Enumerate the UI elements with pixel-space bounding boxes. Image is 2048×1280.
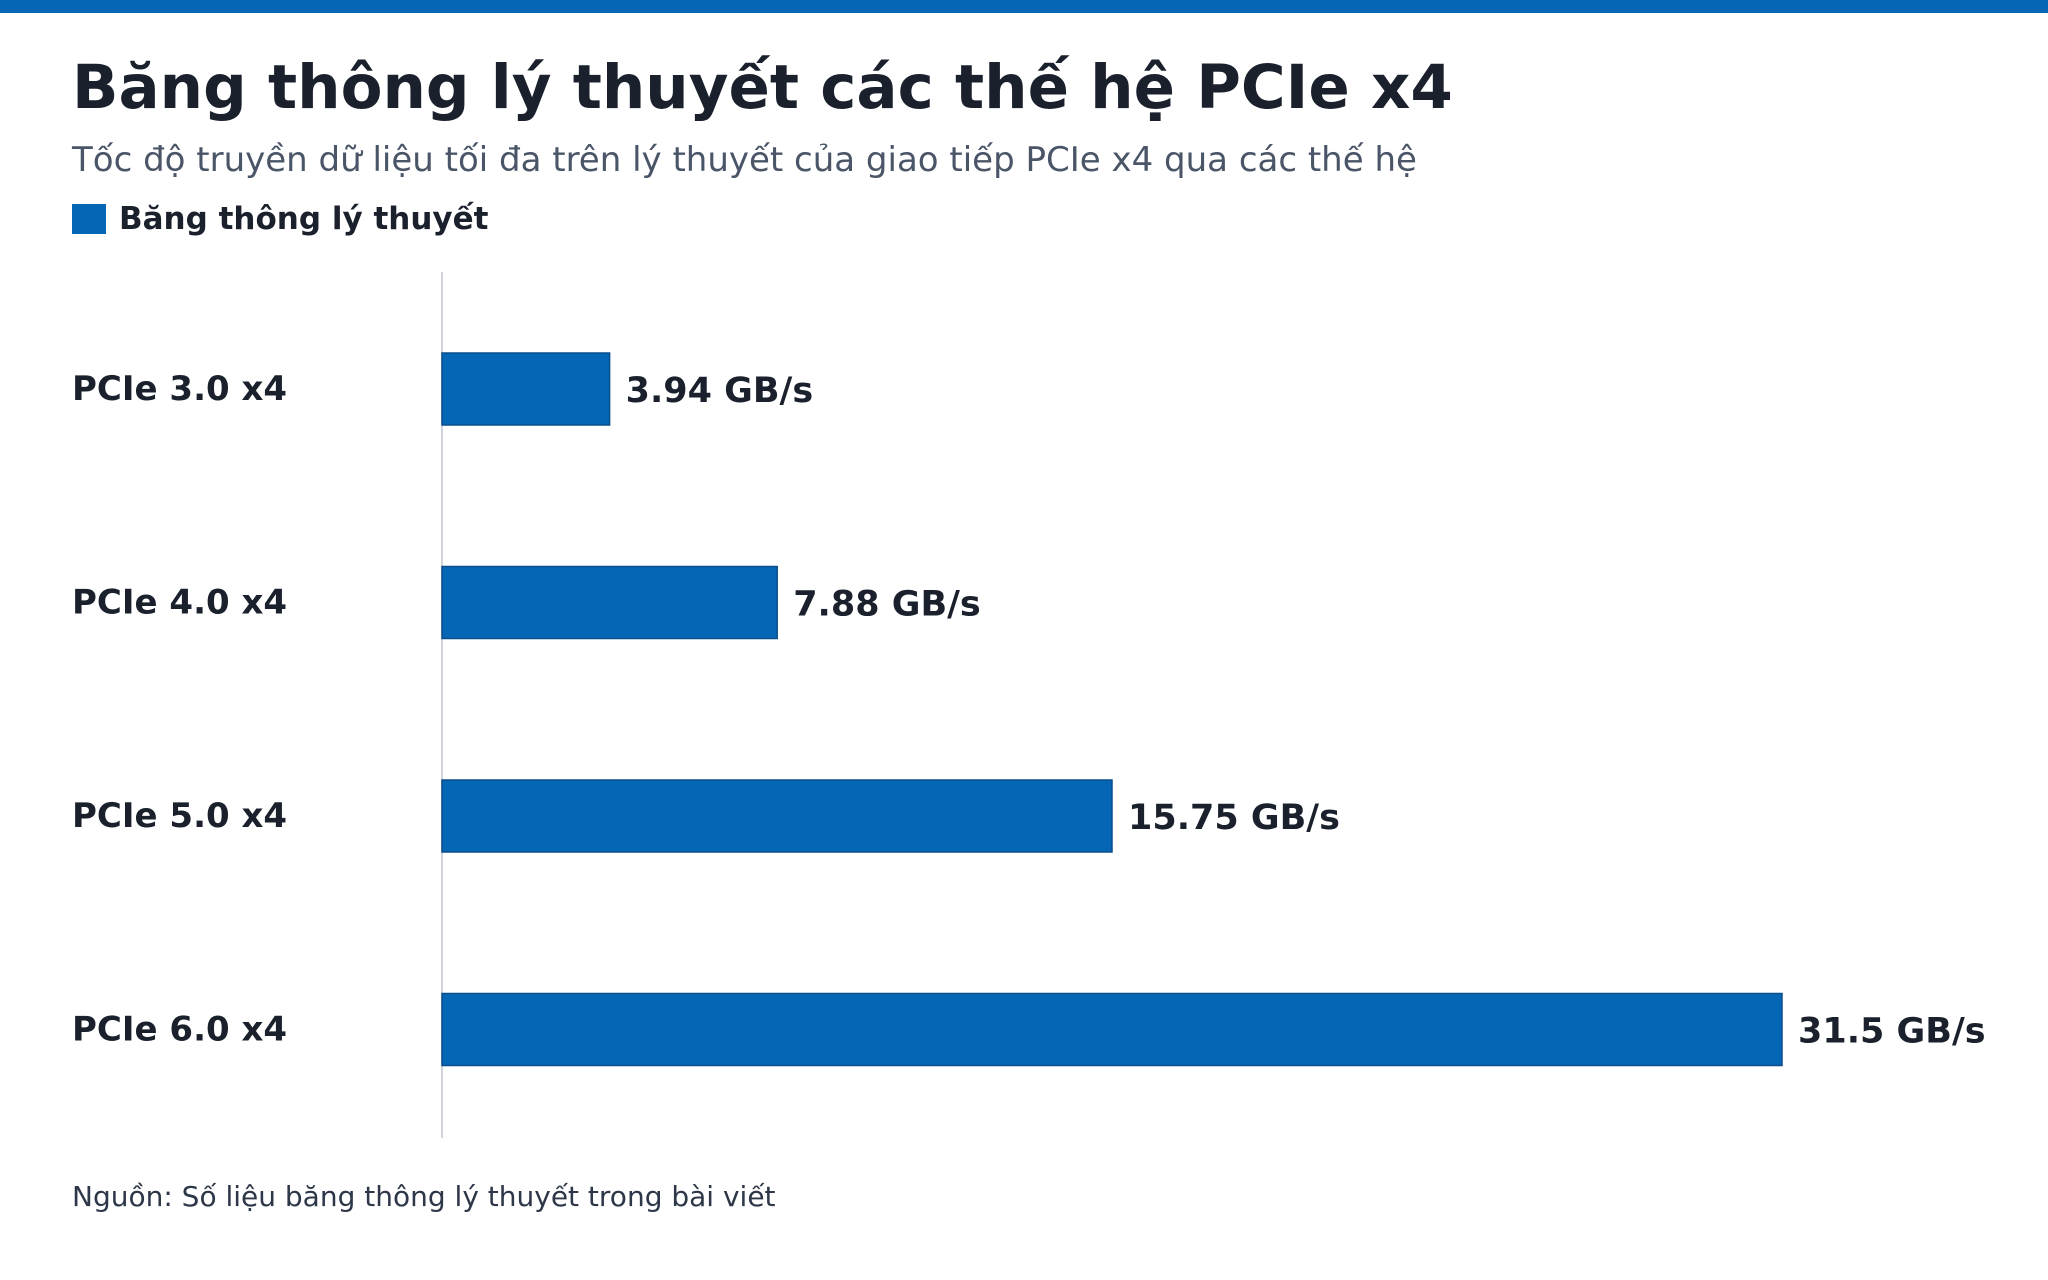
- category-label: PCIe 4.0 x4: [72, 583, 287, 623]
- value-label: 3.94 GB/s: [626, 371, 814, 411]
- legend: Băng thông lý thuyết: [72, 199, 488, 239]
- bar: [441, 352, 611, 426]
- value-label: 7.88 GB/s: [793, 585, 981, 625]
- chart-title: Băng thông lý thuyết các thế hệ PCIe x4: [72, 52, 1453, 123]
- top-accent-bar: [0, 0, 2048, 13]
- category-label: PCIe 5.0 x4: [72, 796, 287, 836]
- bar: [441, 565, 778, 640]
- bar: [441, 992, 1783, 1067]
- category-label: PCIe 3.0 x4: [72, 369, 287, 409]
- legend-swatch: [72, 204, 106, 234]
- bar: [441, 779, 1113, 853]
- category-label: PCIe 6.0 x4: [72, 1010, 287, 1050]
- value-label: 15.75 GB/s: [1128, 798, 1340, 838]
- chart-subtitle: Tốc độ truyền dữ liệu tối đa trên lý thu…: [72, 140, 1417, 180]
- value-label: 31.5 GB/s: [1798, 1012, 1986, 1052]
- legend-label: Băng thông lý thuyết: [119, 201, 489, 237]
- source-note: Nguồn: Số liệu băng thông lý thuyết tron…: [72, 1180, 776, 1213]
